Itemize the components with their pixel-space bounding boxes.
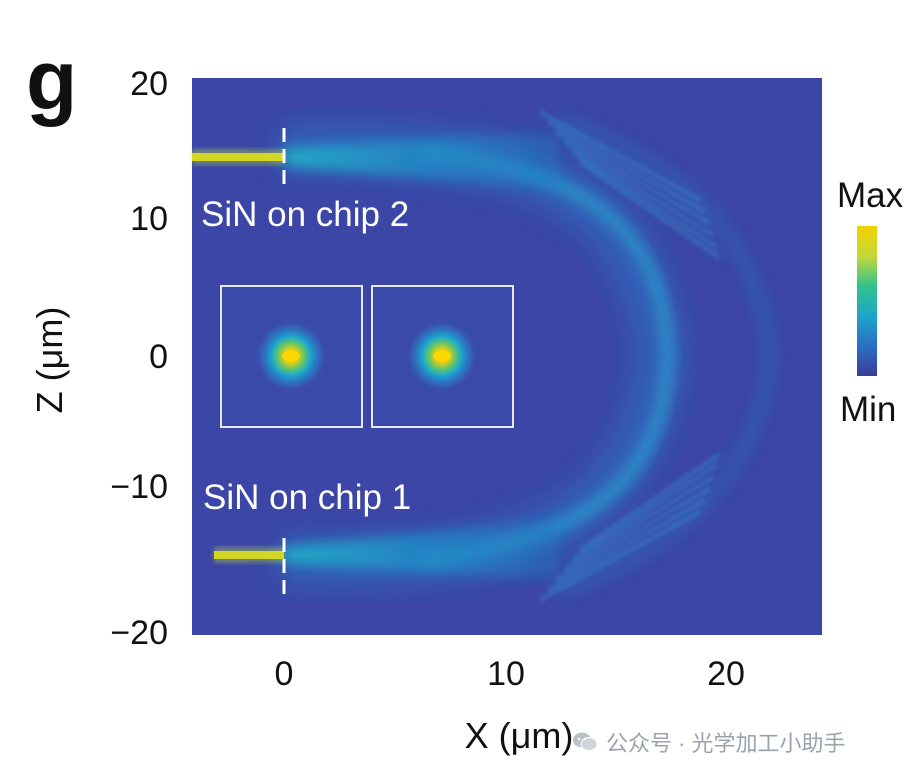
colorbar — [857, 226, 877, 376]
label-sin-chip1: SiN on chip 1 — [203, 478, 411, 517]
y-tick-minus10: −10 — [110, 468, 168, 506]
x-tick-0: 0 — [275, 655, 294, 693]
colorbar-max-label: Max — [837, 176, 904, 215]
beam-bottom — [284, 520, 560, 580]
watermark: 公众号 · 光学加工小助手 — [572, 726, 846, 758]
y-tick-0: 0 — [149, 338, 168, 376]
waveguide-chip2-glow — [192, 149, 284, 165]
beam-top — [284, 132, 560, 190]
x-tick-10: 10 — [487, 655, 525, 693]
waveguide-chip1-glow — [214, 547, 284, 563]
panel-label: g — [26, 33, 78, 127]
colorbar-min-label: Min — [840, 390, 897, 429]
fringes-top — [539, 110, 721, 260]
label-sin-chip2: SiN on chip 2 — [201, 195, 409, 234]
field-pattern — [279, 110, 779, 602]
x-axis-label: X (μm) — [465, 715, 574, 756]
x-tick-20: 20 — [707, 655, 745, 693]
y-tick-10: 10 — [130, 200, 168, 238]
arc-outer — [557, 112, 779, 600]
watermark-text: 公众号 · 光学加工小助手 — [606, 731, 846, 756]
wechat-icon — [572, 731, 598, 753]
mode-inset-right — [371, 285, 514, 428]
y-tick-20: 20 — [130, 65, 168, 103]
y-tick-minus20: −20 — [110, 614, 168, 652]
y-axis-label: Z (μm) — [29, 307, 70, 414]
mode-inset-left — [220, 285, 363, 428]
fringes-bottom — [539, 452, 721, 602]
